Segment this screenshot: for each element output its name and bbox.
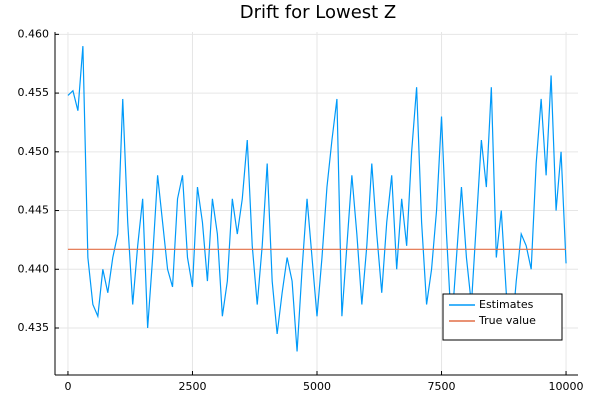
x-tick-label: 2500 (178, 380, 206, 393)
legend-label: True value (478, 314, 536, 327)
x-tick-label: 5000 (303, 380, 331, 393)
y-tick-label: 0.455 (18, 86, 50, 99)
x-tick-label: 0 (64, 380, 71, 393)
y-tick-label: 0.450 (18, 145, 50, 158)
y-tick-label: 0.445 (18, 204, 50, 217)
y-tick-label: 0.435 (18, 321, 50, 334)
chart-title: Drift for Lowest Z (240, 2, 397, 23)
x-tick-label: 10000 (549, 380, 584, 393)
legend-box (442, 293, 563, 341)
legend-label: Estimates (479, 298, 534, 311)
y-tick-label: 0.460 (18, 27, 50, 40)
y-tick-label: 0.440 (18, 262, 50, 275)
x-tick-label: 7500 (428, 380, 456, 393)
data-line (67, 46, 567, 352)
